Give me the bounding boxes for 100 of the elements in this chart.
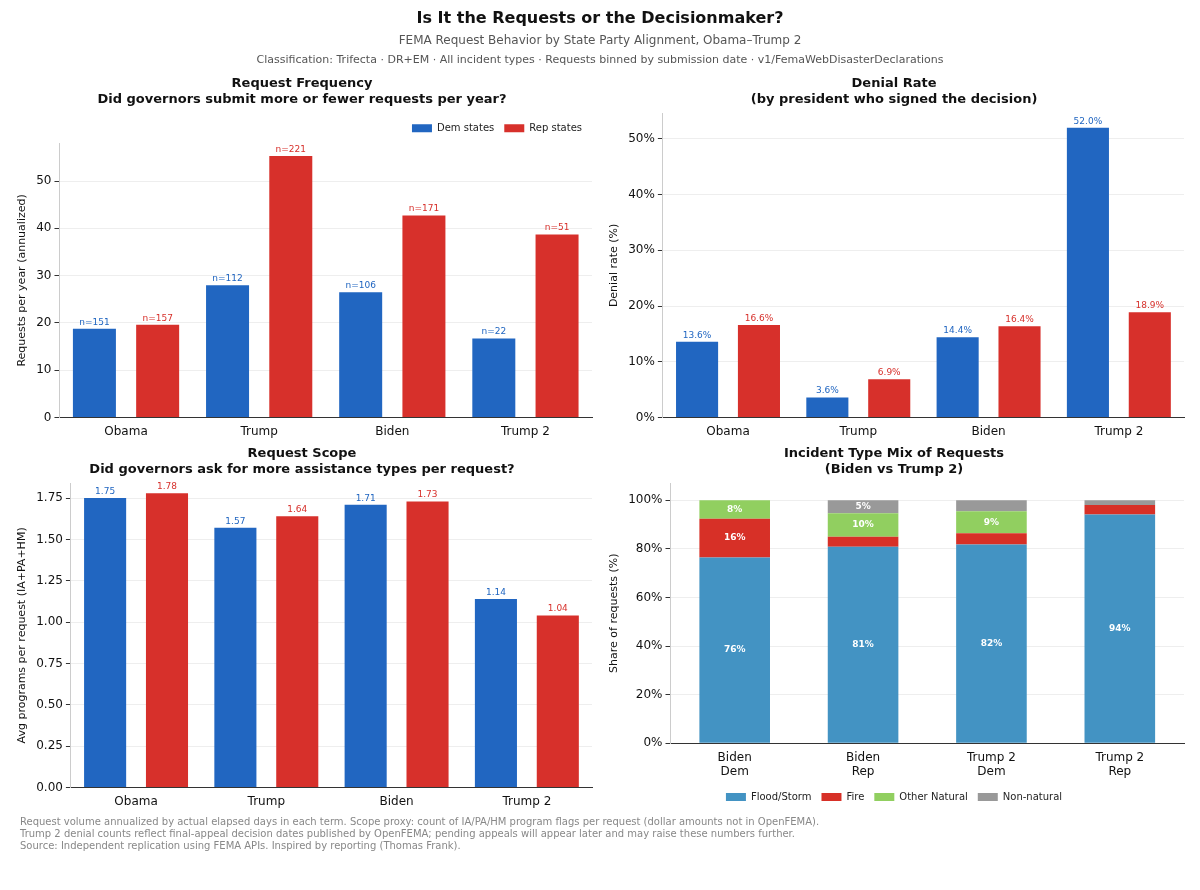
bar [737,325,780,418]
bar [806,397,849,418]
bar [276,516,319,788]
bar [136,324,180,418]
annotation: n=151 [79,316,110,327]
bar [535,234,579,418]
legend-label: Non-natural [1002,790,1063,802]
data-label: 16.4% [1005,314,1035,325]
x-tick-label: Trump 2 Rep [1094,749,1145,778]
bar [1084,505,1156,515]
text: Request volume annualized by actual elapsed days in each term. Scope proxy: count of IA/PA/HM program flags per request (dollar amounts not in OpenFEMA). [20,816,821,828]
y-tick-label: 40 [36,220,52,235]
bar [868,379,911,418]
bar [956,533,1027,545]
data-label: 1.57 [225,515,246,526]
bar [998,326,1041,418]
y-tick-label: 0.75 [36,655,63,670]
y-tick-label: 0.00 [36,779,63,794]
y-tick-label: 0 [43,409,52,424]
y-tick-label: 0% [635,409,655,424]
data-label: 16% [723,532,746,543]
y-tick-label: 30% [628,242,655,257]
y-tick-label: 60% [635,589,663,604]
bar [472,338,516,418]
x-tick-label: Obama [104,423,148,438]
data-label: 82% [980,637,1003,648]
x-tick-label: Trump 2 [1093,423,1144,438]
data-label: 13.6% [682,329,712,340]
x-tick-label: Biden [971,423,1006,438]
data-label: 76% [723,644,746,655]
y-tick-label: 80% [635,540,663,555]
annotation: n=221 [275,143,307,154]
data-label: 1.14 [485,586,507,597]
x-tick-label: Trump [838,423,878,438]
x-tick-label: Trump [239,423,278,438]
chart-title: Incident Type Mix of Requests (Biden vs Trump 2) [783,445,1005,476]
bar [72,328,116,418]
annotation: n=157 [142,312,173,323]
bar [474,599,517,788]
annotation: n=171 [408,203,440,214]
data-label: 1.78 [156,480,178,491]
y-tick-label: 20 [36,315,52,330]
x-tick-label: Trump [246,793,286,808]
data-label: 1.71 [355,492,376,503]
bar [676,341,719,418]
bar [536,615,579,788]
data-label: 6.9% [877,366,902,377]
x-tick-label: Biden Rep [845,749,881,778]
bar [402,215,446,418]
bar [269,155,313,418]
bar [699,500,770,519]
x-tick-label: Biden [379,793,414,808]
y-tick-label: 100% [628,492,663,507]
data-label: 52.0% [1073,115,1103,126]
y-tick-label: 10% [628,353,655,368]
bar [827,536,899,547]
y-tick-label: 20% [635,686,663,701]
y-tick-label: 50 [36,173,52,188]
data-label: 8% [727,503,743,514]
bar [1066,127,1109,418]
x-tick-label: Biden Dem [717,749,752,778]
bar [936,337,979,418]
annotation: n=112 [212,272,243,283]
bar [827,546,899,743]
data-label: 1.75 [95,485,116,496]
bar [699,518,770,558]
y-tick-label: 40% [635,638,663,653]
bar [206,285,250,418]
data-label: 81% [852,639,874,650]
y-tick-label: 10 [36,362,52,377]
bar [956,544,1027,743]
bar [827,513,899,537]
data-label: 1.64 [287,504,308,515]
y-axis-title: Avg programs per request (IA+PA+HM) [15,527,29,744]
chart-title: Request Scope Did governors ask for more assistance types per request? [89,445,515,476]
bar [145,493,189,788]
bar [344,504,387,788]
data-label: 10% [852,519,874,530]
y-tick-label: 1.75 [36,490,63,505]
x-tick-label: Obama [706,423,750,438]
annotation: n=51 [544,222,570,233]
y-tick-label: 0.25 [36,738,63,753]
bar [956,500,1027,512]
legend-label: Flood/Storm [750,790,812,802]
x-tick-label: Trump 2 [500,423,550,438]
bar [1084,514,1156,743]
text: Trump 2 denial counts reflect final-appeal decision dates published by OpenFEMA; pending appeals will appear later and may raise these numbers further. [20,828,796,840]
data-label: 3.6% [815,385,840,396]
bar [406,501,449,788]
text: FEMA Request Behavior by State Party Alignment, Obama–Trump 2 [397,33,803,47]
legend-label: Dem states [436,121,495,133]
source-note: Source: Independent replication using FEMA APIs. Inspired by reporting (Thomas Frank). [20,840,462,852]
text: Is It the Requests or the Decisionmaker? [415,8,785,27]
bar [84,498,127,788]
legend-label: Other Natural [899,790,968,802]
chart-title: Request Frequency Did governors submit more or fewer requests per year? [97,75,507,106]
y-axis-title: Share of requests (%) [607,553,621,673]
y-tick-label: 30 [36,267,52,282]
annotation: n=22 [481,326,507,337]
bar [214,527,257,788]
